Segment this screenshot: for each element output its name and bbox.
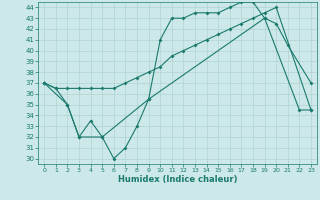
X-axis label: Humidex (Indice chaleur): Humidex (Indice chaleur) [118,175,237,184]
